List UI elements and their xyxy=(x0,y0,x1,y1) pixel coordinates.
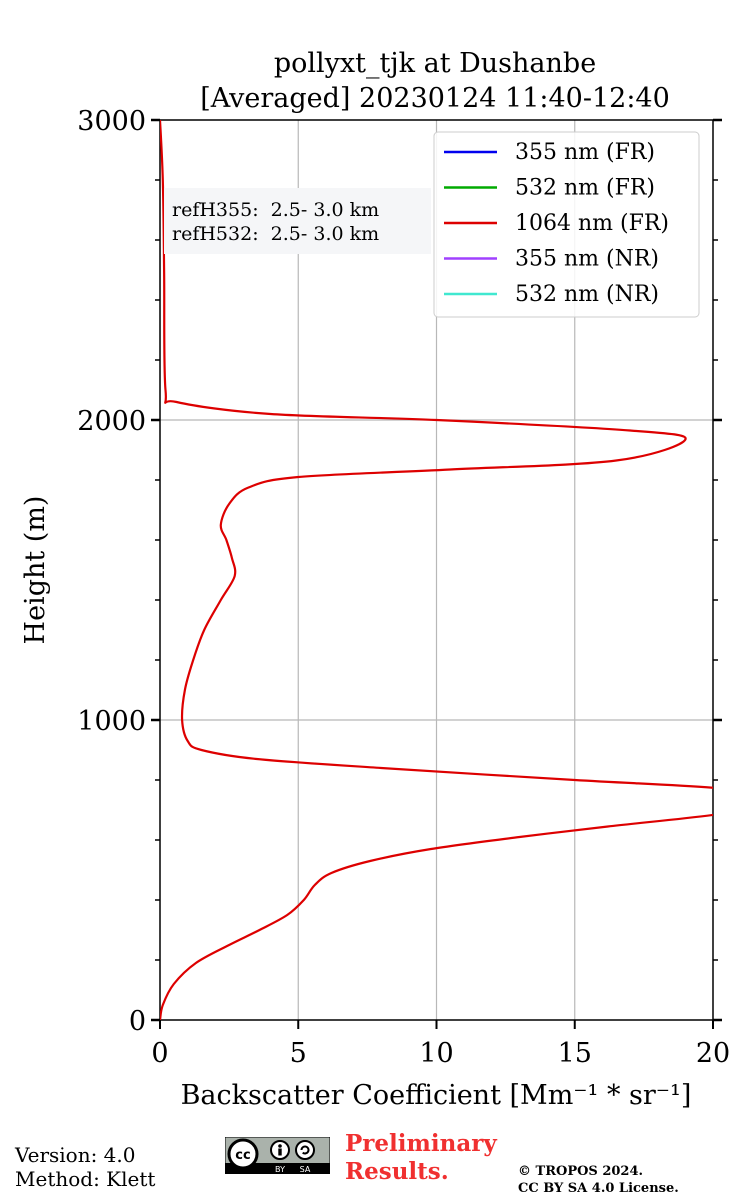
license-text: CC BY SA 4.0 License. xyxy=(518,1181,679,1196)
chart-title-line1: pollyxt_tjk at Dushanbe xyxy=(274,48,596,79)
y-tick-label: 2000 xyxy=(77,406,146,437)
legend-label: 1064 nm (FR) xyxy=(515,211,669,236)
y-tick-label: 3000 xyxy=(77,106,146,137)
share-alike-icon xyxy=(295,1140,315,1160)
reference-height-box xyxy=(164,188,431,254)
x-tick-label: 10 xyxy=(419,1038,453,1069)
legend-label: 355 nm (FR) xyxy=(515,140,655,165)
preliminary-label: Preliminary xyxy=(345,1130,497,1157)
svg-text:BY: BY xyxy=(275,1165,285,1174)
svg-text:SA: SA xyxy=(300,1165,311,1174)
svg-text:cc: cc xyxy=(235,1148,250,1163)
y-tick-label: 0 xyxy=(129,1006,146,1037)
x-axis-label: Backscatter Coefficient [Mm⁻¹ * sr⁻¹] xyxy=(181,1080,692,1111)
series-line-1064nm-fr xyxy=(160,120,713,1020)
chart-title-line2: [Averaged] 20230124 11:40-12:40 xyxy=(200,83,670,114)
preliminary-results-label: Results. xyxy=(345,1158,449,1185)
legend-label: 532 nm (FR) xyxy=(515,176,655,201)
x-tick-label: 20 xyxy=(696,1038,730,1069)
version-text: Version: 4.0 xyxy=(15,1143,136,1167)
x-tick-label: 15 xyxy=(558,1038,592,1069)
cc-logo-icon xyxy=(227,1138,259,1170)
x-tick-label: 0 xyxy=(151,1038,168,1069)
legend-label: 355 nm (NR) xyxy=(515,247,659,272)
axis-ticks: 0 5 10 15 20 0 1000 2000 3000 xyxy=(77,106,730,1069)
annotation-refH355: refH355: 2.5- 3.0 km xyxy=(172,199,379,221)
method-text: Method: Klett xyxy=(15,1167,156,1191)
cc-by-sa-license-badge: cc BY SA xyxy=(225,1137,330,1174)
x-tick-label: 5 xyxy=(290,1038,307,1069)
copyright-text: © TROPOS 2024. xyxy=(518,1164,644,1179)
legend: 355 nm (FR) 532 nm (FR) 1064 nm (FR) 355 nm… xyxy=(433,131,700,318)
annotation-refH532: refH532: 2.5- 3.0 km xyxy=(172,223,379,245)
legend-box xyxy=(433,131,700,318)
plot-area-frame xyxy=(159,119,714,1021)
y-axis-label: Height (m) xyxy=(20,496,51,645)
legend-label: 532 nm (NR) xyxy=(515,282,659,307)
series-layer xyxy=(160,120,713,1020)
y-tick-label: 1000 xyxy=(77,706,146,737)
